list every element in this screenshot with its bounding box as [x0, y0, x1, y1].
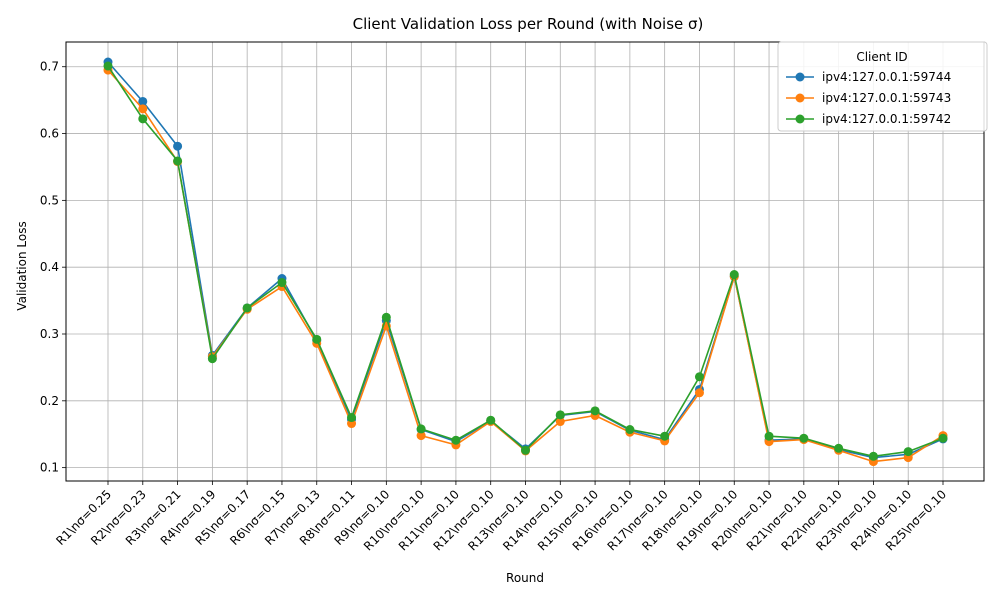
data-point — [521, 445, 530, 455]
y-tick-label: 0.5 — [40, 193, 59, 207]
chart-title: Client Validation Loss per Round (with N… — [353, 15, 704, 33]
legend-label: ipv4:127.0.0.1:59743 — [822, 91, 951, 105]
legend-label: ipv4:127.0.0.1:59744 — [822, 70, 951, 84]
x-axis-label: Round — [506, 571, 544, 585]
x-tick-label: R25\nσ=0.10 — [883, 487, 949, 553]
data-point — [938, 433, 948, 443]
y-axis-label: Validation Loss — [15, 221, 29, 310]
y-tick-label: 0.3 — [40, 327, 59, 341]
data-point — [381, 312, 391, 322]
data-point — [555, 410, 565, 420]
legend-swatch-marker — [795, 72, 805, 82]
data-point — [729, 270, 739, 280]
series-3 — [103, 61, 948, 461]
data-point — [277, 278, 287, 288]
x-tick-label: R14\nσ=0.10 — [500, 487, 566, 553]
x-tick-label: R12\nσ=0.10 — [431, 487, 497, 553]
legend: Client ID ipv4:127.0.0.1:59744 ipv4:127.0… — [777, 41, 988, 132]
x-tick-label: R24\nσ=0.10 — [848, 487, 914, 553]
data-point — [660, 431, 670, 441]
data-point — [138, 96, 148, 106]
legend-label: ipv4:127.0.0.1:59742 — [822, 112, 951, 126]
data-point — [347, 413, 357, 423]
series-group — [103, 57, 948, 467]
y-axis: 0.1 0.2 0.3 0.4 0.5 0.6 0.7 — [40, 60, 66, 475]
x-axis: R1\nσ=0.25R2\nσ=0.23R3\nσ=0.21R4\nσ=0.19… — [53, 481, 949, 553]
x-tick-label: R17\nσ=0.10 — [605, 487, 671, 553]
x-tick-label: R19\nσ=0.10 — [674, 487, 740, 553]
data-point — [103, 61, 113, 71]
legend-swatch-marker — [795, 114, 805, 124]
data-point — [207, 354, 217, 364]
data-point — [416, 424, 426, 434]
x-tick-label: R11\nσ=0.10 — [396, 487, 462, 553]
legend-title: Client ID — [856, 50, 907, 64]
data-point — [486, 415, 496, 425]
y-tick-label: 0.6 — [40, 127, 59, 141]
data-point — [242, 303, 252, 313]
data-point — [799, 433, 809, 443]
data-point — [834, 443, 844, 453]
x-tick-label: R15\nσ=0.10 — [535, 487, 601, 553]
legend-item: ipv4:127.0.0.1:59743 — [786, 91, 951, 105]
data-point — [694, 388, 704, 398]
data-point — [625, 425, 635, 435]
data-point — [764, 431, 774, 441]
data-point — [173, 156, 183, 166]
data-point — [173, 141, 183, 151]
y-tick-label: 0.7 — [40, 60, 59, 74]
x-tick-label: R18\nσ=0.10 — [639, 487, 705, 553]
data-point — [138, 114, 148, 124]
legend-box — [777, 41, 988, 132]
data-point — [694, 372, 704, 382]
legend-item: ipv4:127.0.0.1:59744 — [786, 70, 951, 84]
data-point — [312, 334, 322, 344]
plot-area — [65, 41, 985, 482]
data-point — [555, 417, 565, 427]
data-point — [590, 406, 600, 416]
x-tick-label: R10\nσ=0.10 — [361, 487, 427, 553]
legend-item: ipv4:127.0.0.1:59742 — [786, 112, 951, 126]
y-tick-label: 0.4 — [40, 260, 59, 274]
y-tick-label: 0.1 — [40, 461, 59, 475]
data-point — [416, 431, 426, 441]
data-point — [868, 451, 878, 461]
legend-swatch-marker — [795, 93, 805, 103]
y-tick-label: 0.2 — [40, 394, 59, 408]
x-tick-label: R20\nσ=0.10 — [709, 487, 775, 553]
x-tick-label: R16\nσ=0.10 — [570, 487, 636, 553]
data-point — [903, 447, 913, 457]
x-tick-label: R23\nσ=0.10 — [813, 487, 879, 553]
grid — [66, 42, 984, 481]
data-point — [138, 104, 148, 114]
x-tick-label: R13\nσ=0.10 — [465, 487, 531, 553]
x-tick-label: R22\nσ=0.10 — [779, 487, 845, 553]
data-point — [451, 435, 461, 445]
x-tick-label: R21\nσ=0.10 — [744, 487, 810, 553]
